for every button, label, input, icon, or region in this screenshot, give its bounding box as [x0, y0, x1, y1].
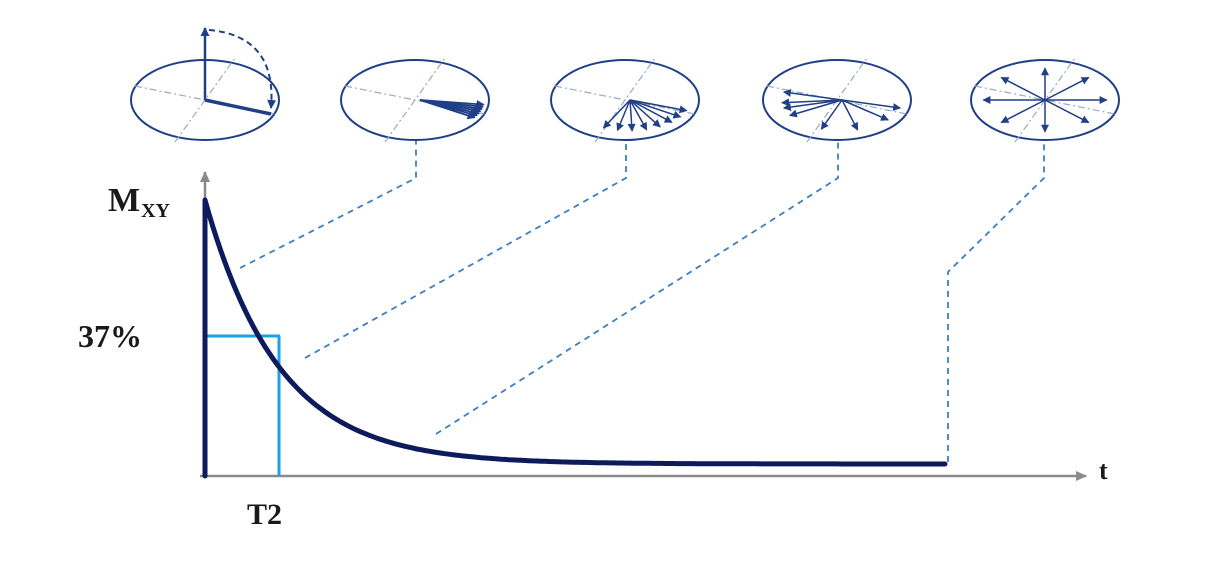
leader-line-5 — [947, 140, 1045, 462]
spin-state-fully-dephased — [970, 57, 1120, 143]
magnetization-vector — [1044, 76, 1090, 101]
leader-line-3 — [304, 140, 627, 359]
spin-ellipse — [340, 59, 490, 141]
x-axis-label: t — [1099, 456, 1108, 485]
guide-axis — [384, 57, 446, 143]
magnetization-vector — [820, 99, 843, 130]
magnetization-vector — [782, 88, 843, 101]
magnetization-vector — [629, 99, 648, 131]
magnetization-vector — [841, 99, 890, 121]
magnetization-vector — [419, 99, 476, 120]
magnetization-vector — [1000, 99, 1046, 124]
leader-lines — [239, 140, 1045, 462]
magnetization-vector — [1044, 99, 1090, 124]
rotation-arc — [208, 29, 277, 109]
magnetization-vector — [602, 99, 631, 129]
decay-curve — [202, 197, 948, 479]
time-marker-label: T2 — [247, 498, 283, 531]
spin-ellipse — [970, 59, 1120, 141]
magnetization-vector — [629, 99, 661, 128]
magnetization-vector — [627, 99, 636, 132]
spin-state-partial-dephasing — [550, 57, 700, 143]
transverse-vector — [204, 98, 272, 116]
magnetization-vector — [629, 99, 673, 123]
spin-state-aligned — [130, 27, 280, 143]
magnetization-vector — [781, 98, 843, 107]
leader-line-2 — [239, 140, 417, 269]
magnetization-vector — [616, 99, 631, 132]
leader-line-4 — [435, 140, 839, 435]
spin-states — [130, 27, 1120, 143]
magnetization-vector — [788, 99, 843, 118]
magnetization-vector — [841, 99, 859, 131]
magnetization-vector — [629, 99, 688, 114]
magnetization-vector — [782, 99, 843, 112]
spin-ellipse — [550, 59, 700, 141]
spin-state-slight-dephasing — [340, 57, 490, 143]
spin-ellipse — [762, 59, 912, 141]
spin-state-strong-dephasing — [762, 57, 912, 143]
y-axis-label: MXY — [108, 182, 170, 222]
magnetization-vector — [841, 99, 902, 112]
magnetization-vector — [1000, 76, 1046, 101]
level-marker-label: 37% — [78, 318, 142, 354]
magnetization-vector — [629, 99, 682, 119]
